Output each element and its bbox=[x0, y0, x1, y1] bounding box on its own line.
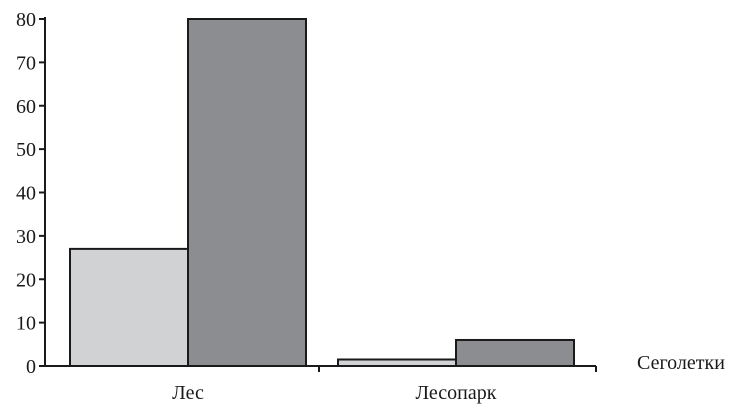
bars-group bbox=[69, 18, 575, 368]
y-tick-label: 60 bbox=[16, 96, 36, 118]
bar-2-series-2 bbox=[455, 338, 575, 368]
y-axis-ticks: 0 10 20 30 40 50 60 70 80 bbox=[16, 9, 45, 378]
y-tick-label: 40 bbox=[16, 183, 36, 205]
x-axis-ticks bbox=[318, 366, 597, 372]
y-tick-label: 50 bbox=[16, 139, 36, 161]
y-tick-label: 20 bbox=[16, 269, 36, 291]
bar-1-series-1 bbox=[69, 247, 189, 367]
category-label: Лес bbox=[172, 382, 204, 404]
y-tick-label: 80 bbox=[16, 9, 36, 31]
category-label: Лесопарк bbox=[416, 382, 497, 404]
y-tick-label: 30 bbox=[16, 226, 36, 248]
bar-1-series-2 bbox=[187, 18, 307, 367]
category-labels: Лес Лесопарк bbox=[172, 382, 497, 404]
y-tick-label: 70 bbox=[16, 52, 36, 74]
y-tick-label: 10 bbox=[16, 313, 36, 335]
x-axis-title: Сеголетки bbox=[637, 352, 725, 374]
y-tick-label: 0 bbox=[26, 356, 36, 378]
